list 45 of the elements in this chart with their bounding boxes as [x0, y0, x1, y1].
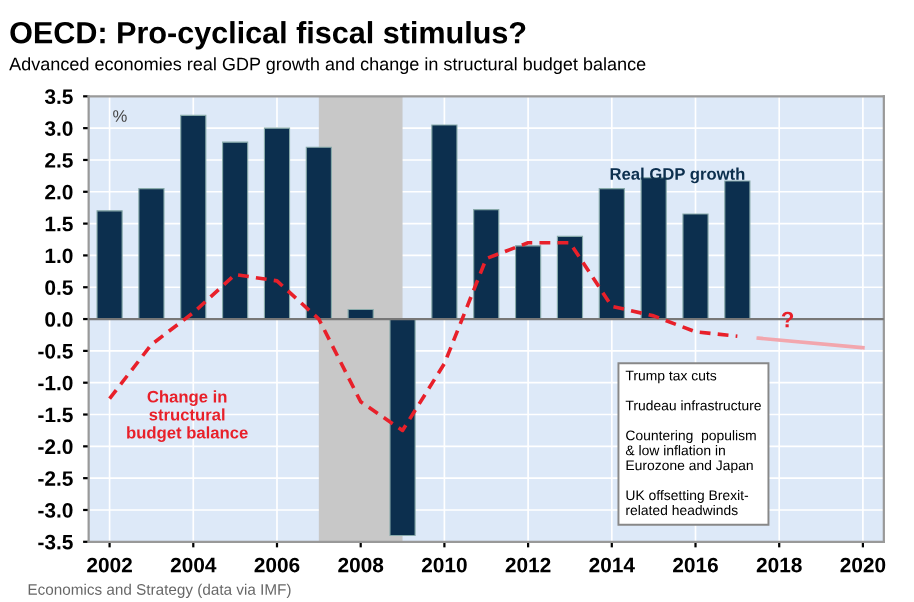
chart-subtitle: Advanced economies real GDP growth and change in structural budget balance — [9, 57, 646, 75]
y-tick-label: 2.0 — [45, 184, 73, 200]
y-tick-label: -2.5 — [38, 471, 73, 486]
bar — [682, 213, 709, 320]
x-tick-label: 2008 — [338, 557, 384, 573]
y-tick-label: 1.5 — [45, 216, 73, 232]
y-axis-title: % — [113, 110, 127, 122]
y-tick-label: 2.5 — [45, 152, 73, 168]
chart-title: OECD: Pro-cyclical fiscal stimulus? — [10, 21, 526, 50]
bar — [598, 188, 625, 320]
y-tick-label: 3.5 — [44, 89, 73, 105]
y-tick-label: 3.0 — [44, 121, 73, 136]
x-tick-label: 2014 — [589, 557, 635, 573]
x-tick-label: 2004 — [170, 557, 217, 573]
y-tick-label: -3.5 — [38, 534, 73, 550]
bar — [389, 318, 416, 536]
bar — [640, 177, 667, 320]
bar — [96, 210, 123, 320]
x-tick-label: 2002 — [87, 557, 132, 573]
y-tick-label: -2.0 — [38, 439, 73, 455]
x-tick-label: 2010 — [421, 557, 467, 573]
bar — [514, 245, 542, 320]
x-tick-label: 2018 — [756, 557, 802, 573]
y-tick-label: 1.0 — [45, 248, 73, 264]
y-tick-label: 0.5 — [45, 280, 73, 295]
bar — [473, 209, 500, 320]
x-tick-label: 2006 — [254, 557, 300, 573]
bar — [431, 124, 458, 320]
series-label: Change in structural budget balance — [127, 390, 248, 442]
bar — [724, 180, 751, 320]
y-tick-label: -0.5 — [38, 343, 73, 359]
bar — [305, 146, 332, 320]
series-label: Real GDP growth — [610, 167, 745, 184]
y-tick-label: 0.0 — [45, 312, 73, 327]
bar — [556, 235, 584, 320]
x-tick-label: 2020 — [840, 557, 886, 573]
y-tick-label: -3.0 — [38, 502, 73, 518]
x-tick-label: 2016 — [673, 557, 718, 573]
x-tick-label: 2012 — [505, 557, 551, 573]
bar — [263, 127, 291, 320]
bar — [180, 114, 207, 320]
y-tick-label: -1.5 — [38, 407, 73, 423]
bar — [138, 188, 165, 320]
y-tick-label: -1.0 — [38, 375, 73, 391]
bar — [222, 141, 249, 320]
